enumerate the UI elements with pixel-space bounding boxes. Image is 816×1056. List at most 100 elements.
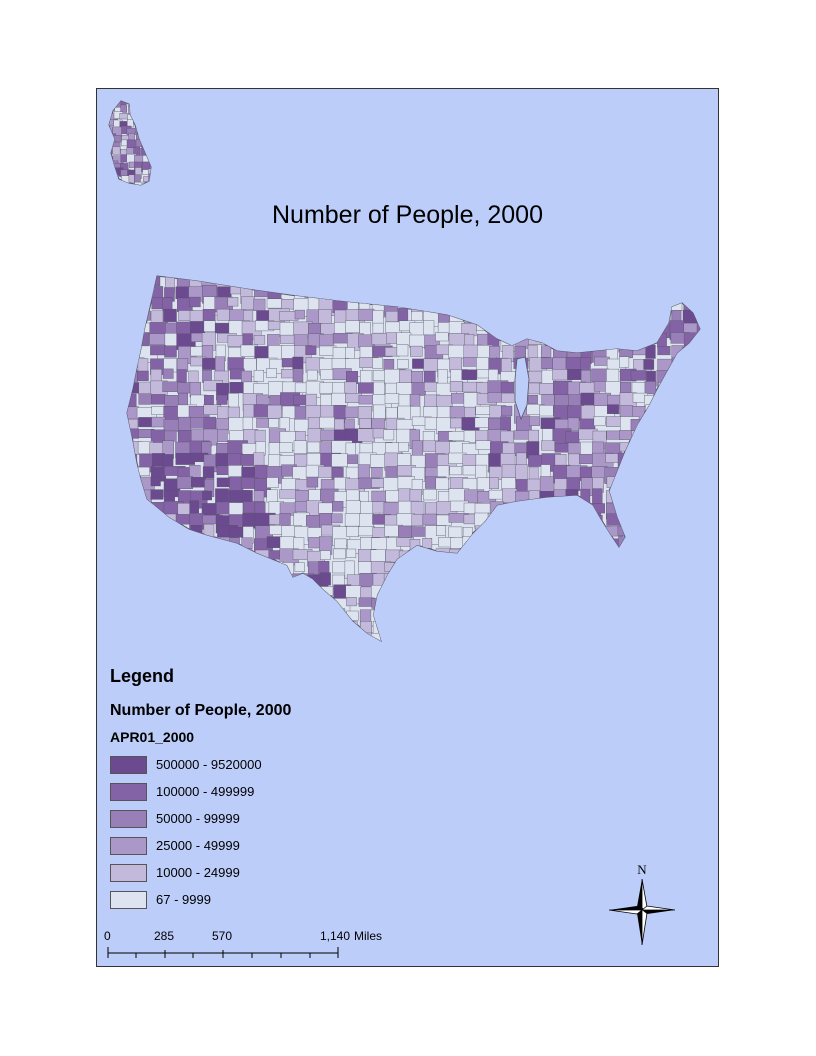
county-cell bbox=[449, 548, 463, 566]
county-cell bbox=[138, 526, 149, 545]
county-cell bbox=[383, 587, 404, 605]
county-cell bbox=[489, 286, 511, 299]
county-cell bbox=[669, 621, 685, 637]
county-cell bbox=[217, 286, 232, 298]
scale-tick-285: 285 bbox=[154, 929, 175, 943]
county-cell bbox=[162, 633, 182, 641]
county-cell bbox=[656, 453, 672, 463]
county-cell bbox=[554, 501, 565, 520]
county-cell bbox=[109, 175, 119, 185]
county-cell bbox=[462, 549, 479, 569]
county-cell bbox=[189, 296, 201, 308]
county-cell bbox=[539, 383, 556, 395]
county-cell bbox=[254, 276, 275, 289]
county-cell bbox=[383, 597, 397, 615]
county-cell bbox=[604, 620, 619, 633]
county-cell bbox=[139, 550, 155, 564]
county-cell bbox=[630, 370, 647, 381]
county-cell bbox=[162, 526, 176, 544]
county-cell bbox=[396, 560, 408, 575]
county-cell bbox=[320, 276, 341, 289]
county-cell bbox=[190, 477, 206, 488]
county-cell bbox=[670, 296, 683, 312]
county-cell bbox=[384, 276, 395, 287]
county-cell bbox=[671, 357, 687, 375]
county-cell bbox=[424, 584, 438, 604]
county-cell bbox=[411, 562, 433, 576]
county-cell bbox=[331, 453, 348, 467]
county-cell bbox=[399, 597, 418, 612]
county-cell bbox=[514, 513, 535, 523]
county-cell bbox=[475, 586, 488, 599]
county-cell bbox=[112, 146, 121, 155]
county-cell bbox=[644, 597, 665, 614]
county-cell bbox=[424, 382, 438, 392]
county-cell bbox=[318, 597, 334, 607]
county-cell bbox=[127, 536, 143, 556]
county-cell bbox=[138, 489, 152, 507]
county-cell bbox=[516, 573, 536, 588]
county-cell bbox=[631, 286, 642, 297]
county-cell bbox=[162, 597, 177, 609]
county-cell bbox=[618, 536, 639, 553]
county-cell bbox=[580, 333, 597, 343]
county-cell bbox=[620, 465, 632, 476]
county-cell bbox=[228, 621, 250, 639]
county-cell bbox=[490, 320, 506, 331]
county-cell bbox=[684, 512, 700, 524]
county-cell bbox=[423, 597, 444, 618]
county-cell bbox=[163, 536, 178, 549]
county-cell bbox=[632, 464, 644, 481]
county-cell bbox=[565, 333, 583, 344]
county-cell bbox=[670, 441, 686, 452]
county-cell bbox=[580, 298, 600, 313]
county-cell bbox=[657, 526, 670, 544]
county-cell bbox=[240, 276, 259, 290]
county-cell bbox=[411, 514, 424, 527]
map-canvas[interactable] bbox=[97, 89, 719, 967]
county-cell bbox=[683, 621, 694, 637]
county-cell bbox=[449, 311, 464, 324]
county-cell bbox=[682, 477, 694, 488]
county-cell bbox=[279, 536, 296, 551]
county-cell bbox=[134, 174, 141, 183]
county-cell bbox=[554, 621, 567, 634]
county-cell bbox=[320, 550, 331, 560]
county-cell bbox=[128, 105, 134, 114]
county-cell bbox=[697, 489, 700, 499]
county-cell bbox=[696, 276, 700, 292]
county-cell bbox=[253, 370, 265, 382]
county-cell bbox=[670, 502, 685, 515]
map-frame: Number of People, 2000 Legend Number of … bbox=[96, 88, 719, 967]
county-cell bbox=[332, 276, 346, 285]
county-cell bbox=[215, 574, 233, 594]
county-cell bbox=[462, 284, 483, 305]
county-cell bbox=[502, 596, 524, 613]
county-cell bbox=[670, 416, 683, 434]
county-cell bbox=[490, 524, 502, 545]
county-cell bbox=[682, 442, 698, 454]
county-cell bbox=[684, 370, 700, 383]
county-cell bbox=[178, 598, 198, 608]
county-cell bbox=[437, 610, 459, 620]
county-cell bbox=[294, 608, 311, 625]
county-cell bbox=[266, 276, 278, 286]
county-cell bbox=[529, 416, 540, 426]
county-cell bbox=[227, 357, 245, 371]
county-cell bbox=[488, 489, 504, 500]
county-cell bbox=[241, 574, 254, 593]
county-cell bbox=[515, 308, 537, 324]
county-cell bbox=[204, 561, 215, 577]
county-cell bbox=[175, 562, 191, 582]
county-cell bbox=[541, 548, 554, 568]
county-cell bbox=[126, 183, 134, 185]
county-cell bbox=[425, 573, 438, 586]
county-cell bbox=[696, 573, 700, 590]
county-cell bbox=[409, 539, 421, 558]
county-cell bbox=[501, 621, 522, 639]
county-cell bbox=[410, 345, 423, 357]
county-cell bbox=[632, 441, 651, 456]
county-cell bbox=[540, 276, 560, 289]
county-cell bbox=[256, 562, 268, 577]
county-cell bbox=[422, 538, 433, 549]
